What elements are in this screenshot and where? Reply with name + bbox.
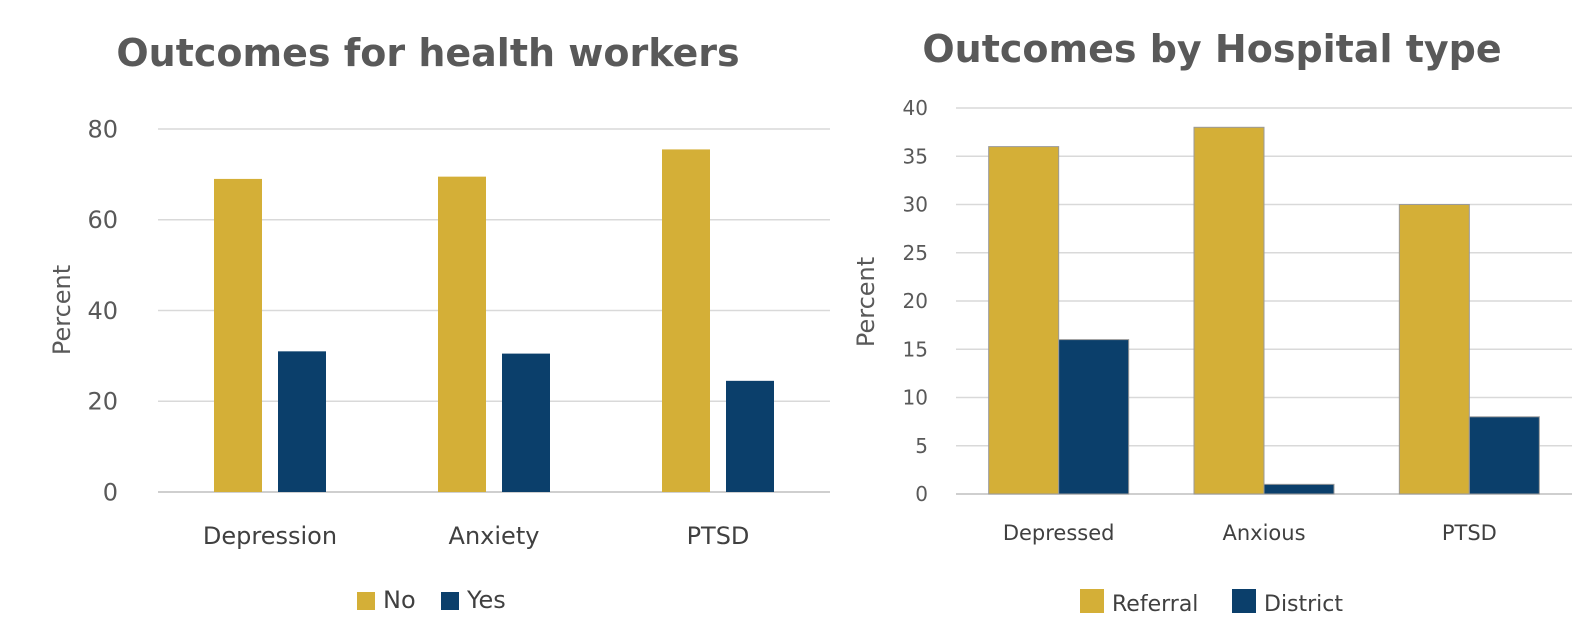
y-tick-label: 15	[903, 337, 928, 361]
chart-hospital-type: Outcomes by Hospital type Percent 0 5 10 15…	[852, 27, 1572, 617]
y-tick-label: 60	[87, 206, 118, 234]
legend-swatch-no	[357, 592, 375, 610]
bar-yes-anxiety	[502, 353, 550, 492]
bar-yes-ptsd	[726, 380, 774, 492]
bar-no-anxiety	[438, 176, 486, 493]
y-tick-label: 0	[103, 478, 118, 506]
x-category-label: PTSD	[687, 522, 750, 550]
bar-referral-depressed	[988, 146, 1060, 495]
chart2-title: Outcomes by Hospital type	[922, 27, 1501, 71]
chart1-title: Outcomes for health workers	[116, 31, 739, 75]
bar-district-ptsd	[1468, 416, 1540, 495]
chart1-y-axis-label: Percent	[48, 265, 76, 355]
legend-swatch-district	[1232, 589, 1256, 613]
y-tick-label: 20	[87, 388, 118, 416]
chart-health-workers: Outcomes for health workers Percent 0 20 4…	[48, 31, 830, 614]
y-tick-label: 80	[87, 115, 118, 143]
chart2-y-axis-label: Percent	[852, 257, 880, 347]
x-category-label: PTSD	[1442, 521, 1497, 545]
y-tick-label: 20	[903, 289, 928, 313]
legend-swatch-referral	[1080, 589, 1104, 613]
legend-label-referral: Referral	[1112, 592, 1198, 617]
legend-label-district: District	[1264, 592, 1343, 617]
x-category-label: Depressed	[1003, 521, 1115, 545]
bar-referral-anxious	[1193, 126, 1265, 495]
legend-label-yes: Yes	[466, 586, 506, 614]
x-category-label: Depression	[203, 522, 337, 550]
bar-no-ptsd	[662, 149, 710, 492]
legend-label-no: No	[383, 586, 416, 614]
y-tick-label: 5	[915, 434, 928, 458]
y-tick-label: 40	[87, 297, 118, 325]
y-tick-label: 10	[903, 386, 928, 410]
x-category-label: Anxiety	[449, 522, 540, 550]
y-tick-label: 35	[903, 144, 928, 168]
y-tick-label: 30	[903, 193, 928, 217]
x-category-label: Anxious	[1222, 521, 1305, 545]
y-tick-label: 40	[903, 96, 928, 120]
bar-yes-depression	[278, 351, 326, 492]
legend-swatch-yes	[441, 592, 459, 610]
bar-district-depressed	[1058, 339, 1130, 495]
y-tick-label: 0	[915, 482, 928, 506]
bar-referral-ptsd	[1398, 204, 1470, 495]
bar-district-anxious	[1263, 483, 1335, 495]
y-tick-label: 25	[903, 241, 928, 265]
bar-no-depression	[214, 178, 262, 492]
